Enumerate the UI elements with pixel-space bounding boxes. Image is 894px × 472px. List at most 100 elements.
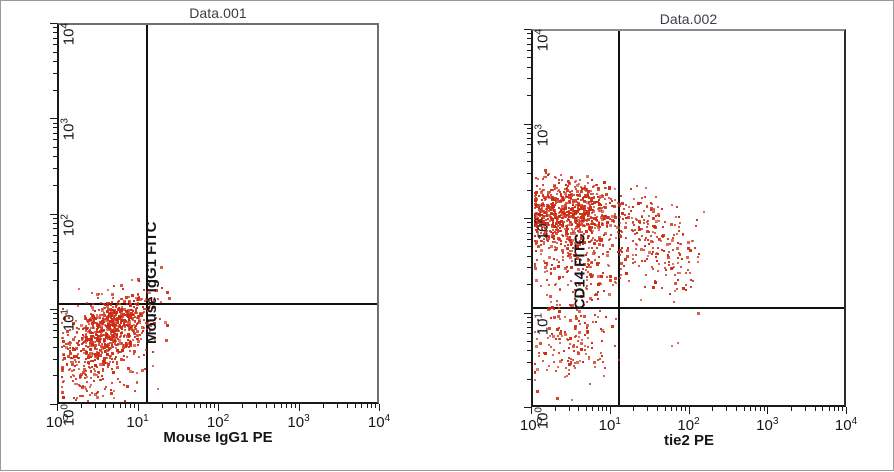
event-dot [618, 203, 621, 206]
event-dot [590, 247, 593, 250]
event-dot [60, 322, 63, 325]
event-dot [577, 330, 581, 334]
event-dot [560, 209, 563, 212]
event-dot [108, 309, 111, 312]
event-dot [586, 175, 590, 179]
event-dot [126, 342, 130, 346]
event-dot [564, 241, 567, 244]
y-tick [53, 346, 57, 348]
event-dot [114, 326, 117, 329]
event-dot [143, 327, 146, 330]
event-dot [645, 186, 647, 189]
event-dot [599, 275, 603, 279]
event-dot [576, 190, 580, 194]
quadrant-gate-vertical-data-002[interactable] [618, 31, 620, 405]
event-dot [99, 330, 102, 333]
event-dot [583, 207, 587, 211]
event-dot [142, 330, 144, 333]
event-dot [111, 302, 114, 305]
event-dot [537, 177, 540, 180]
quadrant-gate-vertical-data-001[interactable] [145, 25, 148, 402]
x-tick [113, 404, 115, 408]
event-dot [118, 380, 121, 383]
event-dot [679, 252, 682, 255]
event-dot [654, 215, 657, 218]
event-dot [570, 265, 574, 269]
plot-area-data-001[interactable] [57, 23, 379, 404]
event-dot [120, 316, 123, 318]
event-dot [543, 351, 547, 355]
event-dot [138, 355, 141, 358]
event-dot [657, 205, 660, 208]
x-tick [205, 404, 207, 408]
event-dot [72, 347, 75, 351]
event-dot [123, 359, 126, 362]
plot-area-data-002[interactable] [531, 29, 846, 407]
event-dot [578, 213, 581, 216]
event-dot [101, 375, 104, 378]
event-dot [150, 341, 153, 343]
event-dot [624, 216, 627, 219]
event-dot [91, 344, 94, 347]
event-dot [578, 335, 581, 338]
event-dot [550, 205, 553, 208]
event-dot [566, 375, 569, 378]
x-tick [814, 407, 816, 411]
event-dot [141, 332, 144, 335]
event-dot [75, 382, 78, 385]
event-dot [85, 352, 88, 355]
event-dot [568, 190, 571, 193]
event-dot [581, 224, 584, 227]
event-dot [124, 313, 127, 316]
event-dot [97, 338, 101, 342]
event-dot [572, 344, 575, 347]
event-dot [113, 358, 116, 361]
quadrant-gate-horizontal-data-001[interactable] [59, 303, 377, 306]
event-dot [605, 187, 608, 190]
event-dot [145, 299, 148, 302]
event-dot [602, 244, 604, 247]
event-dot [546, 222, 550, 226]
event-dot [96, 392, 99, 394]
event-dot [577, 222, 580, 225]
event-dot [106, 348, 109, 351]
event-dot [539, 240, 542, 243]
event-dot [673, 224, 676, 227]
event-dot [577, 194, 581, 198]
event-dot [565, 237, 568, 240]
y-tick [50, 118, 57, 120]
event-dot [121, 331, 124, 334]
event-dot [74, 348, 77, 351]
event-dot [101, 363, 105, 367]
event-dot [552, 361, 555, 364]
event-dot [114, 327, 117, 330]
event-dot [582, 268, 585, 270]
event-dot [576, 235, 578, 237]
event-dot [621, 218, 624, 221]
event-dot [655, 196, 658, 198]
quadrant-gate-horizontal-data-002[interactable] [533, 307, 844, 309]
event-dot [610, 199, 613, 202]
event-dot [536, 338, 539, 341]
event-dot [75, 364, 78, 366]
event-dot [677, 226, 680, 229]
event-dot [119, 335, 122, 338]
event-dot [571, 200, 574, 203]
event-dot [572, 212, 575, 215]
event-dot [560, 248, 564, 252]
event-dot [568, 202, 571, 205]
event-dot [533, 371, 536, 374]
event-dot [562, 190, 565, 193]
event-dot [602, 217, 605, 220]
event-dot [83, 376, 86, 379]
event-dot [71, 374, 74, 376]
event-dot [635, 253, 637, 256]
event-dot [597, 275, 600, 279]
event-dot [111, 320, 114, 323]
event-dot [164, 339, 168, 343]
event-dot [120, 306, 123, 309]
event-dot [111, 353, 114, 356]
event-dot [114, 308, 117, 311]
event-dot [609, 201, 612, 204]
event-dot [117, 306, 120, 309]
